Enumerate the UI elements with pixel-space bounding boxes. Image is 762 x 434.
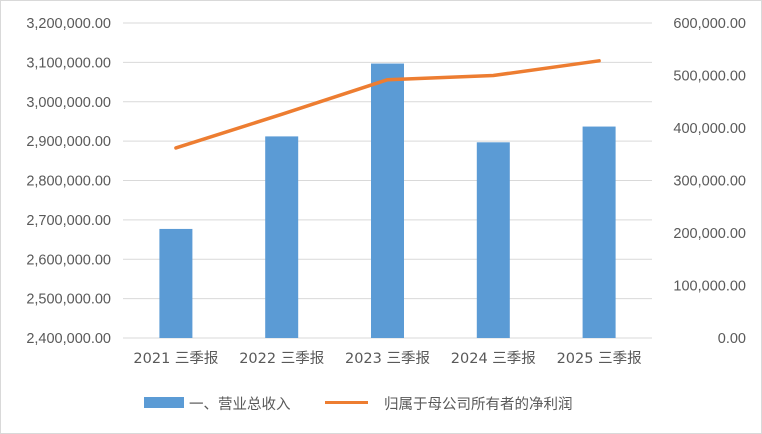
left-tick-label: 2,400,000.00 bbox=[26, 331, 111, 347]
line-path bbox=[174, 59, 601, 150]
category-label: 2021 三季报 bbox=[133, 350, 218, 367]
category-label: 2024 三季报 bbox=[451, 350, 536, 367]
left-tick-label: 2,700,000.00 bbox=[26, 213, 111, 229]
left-tick-label: 2,900,000.00 bbox=[26, 134, 111, 150]
bar-series bbox=[159, 63, 616, 339]
legend-swatch-bar bbox=[144, 397, 184, 408]
left-tick-label: 3,200,000.00 bbox=[26, 16, 111, 32]
right-tick-label: 600,000.00 bbox=[673, 16, 746, 32]
bar bbox=[265, 136, 299, 338]
category-label: 2022 三季报 bbox=[239, 350, 324, 367]
right-tick-label: 400,000.00 bbox=[673, 121, 746, 137]
left-tick-label: 2,800,000.00 bbox=[26, 174, 111, 190]
left-tick-label: 2,600,000.00 bbox=[26, 252, 111, 268]
left-tick-label: 3,000,000.00 bbox=[26, 95, 111, 111]
bar bbox=[582, 126, 616, 339]
right-tick-label: 100,000.00 bbox=[673, 279, 746, 295]
category-label: 2025 三季报 bbox=[557, 350, 642, 367]
category-axis-labels: 2021 三季报 2022 三季报 2023 三季报 2024 三季报 2025 三季报 bbox=[133, 350, 641, 367]
legend-label-line: 归属于母公司所有者的净利润 bbox=[384, 396, 573, 413]
left-tick-label: 2,500,000.00 bbox=[26, 292, 111, 308]
line-series bbox=[174, 59, 601, 150]
right-tick-label: 200,000.00 bbox=[673, 226, 746, 242]
right-tick-label: 500,000.00 bbox=[673, 69, 746, 85]
bar bbox=[476, 142, 510, 338]
right-tick-label: 300,000.00 bbox=[673, 174, 746, 190]
bar bbox=[371, 63, 404, 339]
right-axis-ticks: 0.00 100,000.00 200,000.00 300,000.00 400,00… bbox=[673, 16, 746, 347]
category-label: 2023 三季报 bbox=[345, 350, 430, 367]
bar bbox=[159, 228, 193, 338]
left-tick-label: 3,100,000.00 bbox=[26, 55, 111, 71]
legend-label-bar: 一、营业总收入 bbox=[189, 396, 291, 413]
legend: 一、营业总收入 归属于母公司所有者的净利润 bbox=[144, 396, 573, 413]
right-tick-label: 0.00 bbox=[718, 331, 746, 347]
left-axis-ticks: 2,400,000.00 2,500,000.00 2,600,000.00 2,70… bbox=[26, 16, 111, 347]
